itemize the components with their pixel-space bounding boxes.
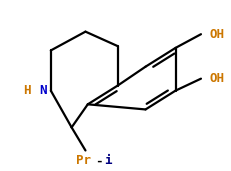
Text: OH: OH	[210, 72, 225, 85]
Text: i: i	[104, 154, 111, 167]
Text: Pr: Pr	[76, 154, 91, 167]
Text: H: H	[23, 84, 30, 97]
Text: -: -	[96, 154, 103, 167]
Text: OH: OH	[210, 28, 225, 41]
Text: N: N	[39, 84, 46, 97]
